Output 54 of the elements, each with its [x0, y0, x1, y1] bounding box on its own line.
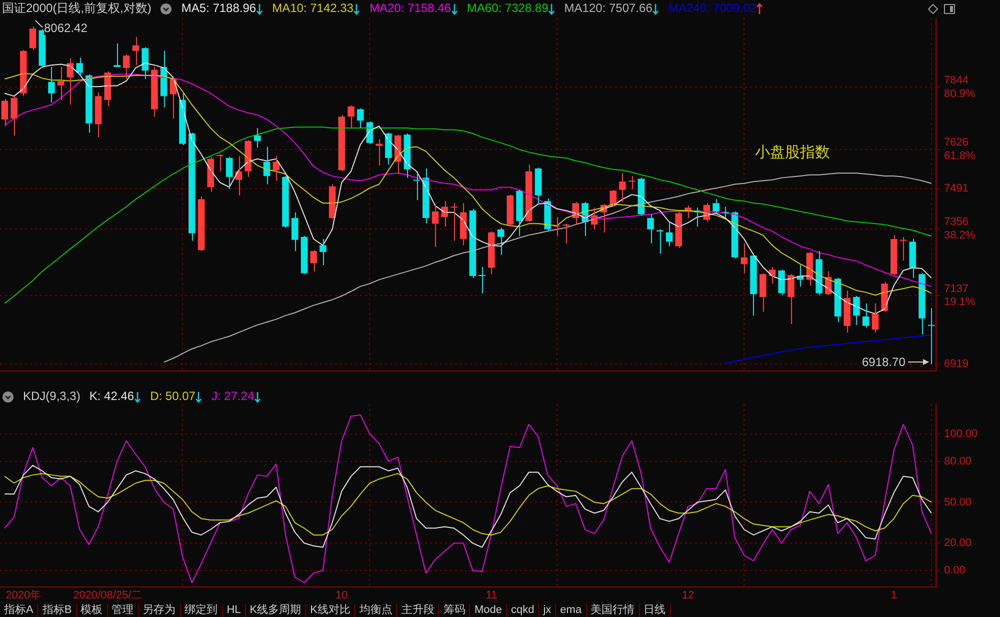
text: HL [222, 604, 246, 617]
x-tick-label: 2020/08/25/二 [73, 589, 142, 602]
text: MA240: 7009.02 [668, 1, 756, 16]
chart-title: 国证2000(日线,前复权,对数) [2, 1, 152, 16]
annotation: 小盘股指数 [755, 144, 830, 161]
annotation: 6918.70 [862, 355, 906, 369]
y-tick-label: 6919 [944, 358, 968, 370]
text: jx [539, 604, 556, 617]
text: K线多周期 [246, 604, 306, 617]
text: MA5: 7188.96 [181, 1, 256, 16]
y-tick-label: 7626 61.8% [944, 136, 976, 162]
text: MA20: 7158.46 [369, 1, 451, 16]
text: 绑定到 [180, 604, 223, 617]
candlestick [712, 198, 720, 214]
x-tick-label: 2020年 [6, 589, 42, 602]
text: D: 50.07 [150, 389, 196, 404]
text: MA60: 7328.89 [466, 1, 548, 16]
y-tick-label: 0.00 [944, 564, 966, 576]
y-tick-label: 7491 [944, 182, 968, 195]
text: 均衡点 [355, 604, 398, 617]
text: cqkd [506, 604, 540, 617]
y-tick-label: 20.00 [944, 537, 972, 550]
x-tick-label: 12 [682, 589, 694, 602]
text: 筹码 [439, 604, 470, 617]
y-tick-label: 80.00 [944, 455, 972, 468]
y-tick-label: 7844 80.9% [944, 74, 976, 100]
y-tick-label: 7356 38.2% [944, 216, 976, 242]
x-tick-label: 11 [486, 589, 498, 602]
candlestick [114, 42, 120, 68]
text: K线对比 [306, 604, 356, 617]
text: 主升段 [397, 604, 440, 617]
y-tick-label: 7137 19.1% [944, 282, 976, 308]
annotation: 8062.42 [44, 21, 88, 35]
text: 美国行情 [586, 604, 640, 617]
y-tick-label: 50.00 [944, 496, 972, 508]
text: 管理 [108, 604, 139, 617]
text: K: 42.46 [89, 389, 134, 404]
chart-title: KDJ(9,3,3) [23, 389, 80, 404]
text: MA120: 7507.66 [564, 1, 652, 16]
text: 指标B [38, 604, 77, 617]
text: MA10: 7142.33 [272, 1, 354, 16]
candlestick [562, 223, 570, 244]
candlestick [647, 214, 654, 244]
text: 另存为 [138, 604, 181, 617]
text: Mode [470, 604, 507, 617]
candlestick [619, 172, 626, 202]
x-tick-label: 1 [890, 589, 897, 602]
text: 模板 [76, 604, 108, 617]
y-tick-label: 100.00 [944, 428, 978, 440]
text: J: 27.24 [211, 389, 254, 404]
x-tick-label: 10 [336, 589, 348, 602]
text: 日线 [640, 604, 671, 617]
text: ema [556, 604, 587, 617]
text: 指标A [0, 604, 38, 617]
